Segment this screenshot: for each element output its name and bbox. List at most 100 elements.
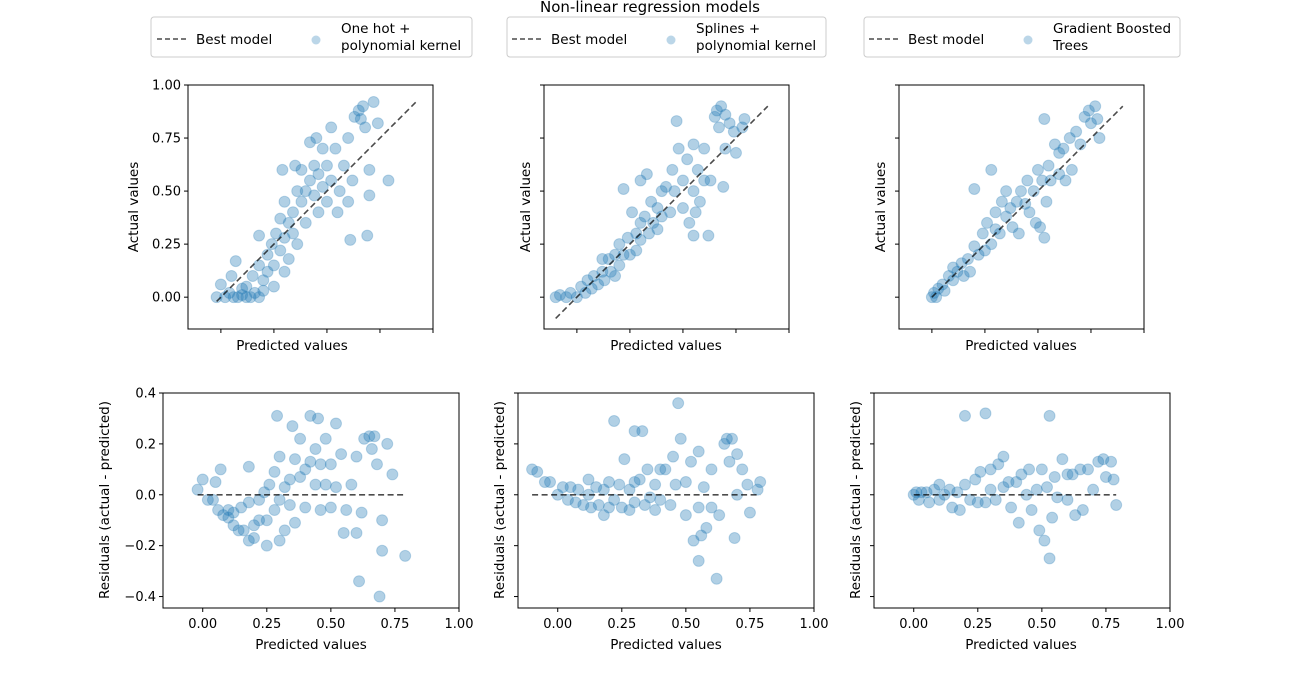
data-point xyxy=(335,448,348,461)
legend-frame xyxy=(150,16,473,58)
data-point xyxy=(964,265,977,278)
data-point xyxy=(705,501,718,514)
axes-frame xyxy=(162,392,460,609)
data-point xyxy=(314,458,327,471)
data-point xyxy=(1061,468,1074,481)
data-point xyxy=(676,202,689,215)
data-point xyxy=(1021,174,1034,187)
data-point xyxy=(704,174,717,187)
data-point xyxy=(691,163,704,176)
scatter-points xyxy=(925,100,1106,304)
data-point xyxy=(1033,524,1046,537)
data-point xyxy=(1110,498,1123,511)
data-point xyxy=(346,174,359,187)
data-point xyxy=(985,238,998,251)
data-point xyxy=(271,409,284,422)
data-point xyxy=(1074,463,1087,476)
data-point xyxy=(1069,509,1082,522)
data-point xyxy=(299,463,312,476)
data-point xyxy=(1056,453,1069,466)
data-point xyxy=(1074,138,1087,151)
bottom-2-ylabel: Residuals (actual - predicted) xyxy=(492,401,508,599)
data-point xyxy=(235,501,248,514)
data-point xyxy=(288,453,301,466)
data-point xyxy=(1010,476,1023,489)
data-point xyxy=(719,108,732,121)
data-point xyxy=(695,529,708,542)
data-point xyxy=(1048,138,1061,151)
data-point xyxy=(705,463,718,476)
data-point xyxy=(731,448,744,461)
x-tick-label: 1.00 xyxy=(445,617,474,632)
data-point xyxy=(294,470,307,483)
data-point xyxy=(225,269,238,282)
data-point xyxy=(654,493,667,506)
data-point xyxy=(617,182,630,195)
data-point xyxy=(1065,163,1078,176)
data-point xyxy=(681,153,694,166)
data-point xyxy=(319,478,332,491)
y-tick-label: 0.2 xyxy=(135,437,156,452)
data-point xyxy=(989,206,1002,219)
data-point xyxy=(1038,534,1051,547)
data-point xyxy=(399,549,412,562)
data-point xyxy=(679,509,692,522)
data-point xyxy=(278,195,291,208)
scatter-points xyxy=(907,407,1123,565)
data-point xyxy=(689,206,702,219)
data-point xyxy=(295,163,308,176)
data-point xyxy=(274,212,287,225)
legend-model-label-line1: Splines + xyxy=(696,21,760,37)
data-point xyxy=(577,498,590,511)
data-point xyxy=(564,286,577,299)
data-point xyxy=(609,269,622,282)
best-model-line xyxy=(931,105,1124,298)
x-tick-label: 1.00 xyxy=(1156,617,1185,632)
data-point xyxy=(278,481,291,494)
data-point xyxy=(946,501,959,514)
data-point xyxy=(618,453,631,466)
data-point xyxy=(1034,221,1047,234)
data-point xyxy=(227,519,240,532)
data-point xyxy=(236,289,249,302)
data-point xyxy=(754,476,767,489)
data-point xyxy=(240,280,253,293)
data-point xyxy=(751,483,764,496)
figure-title: Non-linear regression models xyxy=(540,0,760,16)
data-point xyxy=(667,450,680,463)
data-point xyxy=(325,121,338,134)
y-tick-label: 0.0 xyxy=(135,488,156,503)
data-point xyxy=(638,498,651,511)
legend-model-label-line1: One hot + xyxy=(341,21,411,37)
data-point xyxy=(961,252,974,265)
top-2-xlabel: Predicted values xyxy=(610,338,722,354)
data-point xyxy=(659,180,672,193)
data-point xyxy=(278,265,291,278)
y-tick-label: 0.50 xyxy=(152,185,181,200)
data-point xyxy=(350,526,363,539)
data-point xyxy=(319,432,332,445)
data-point xyxy=(371,117,384,130)
data-point xyxy=(669,478,682,491)
data-point xyxy=(928,286,940,299)
data-point xyxy=(310,132,323,145)
data-point xyxy=(308,189,321,202)
data-point xyxy=(687,138,700,151)
data-point xyxy=(361,229,374,242)
legend-best-model-label: Best model xyxy=(196,32,272,48)
data-point xyxy=(958,478,971,491)
bottom-1-ylabel: Residuals (actual - predicted) xyxy=(97,401,113,599)
data-point xyxy=(564,481,577,494)
data-point xyxy=(649,504,662,517)
x-tick-label: 1.00 xyxy=(800,617,829,632)
data-point xyxy=(670,115,683,128)
data-point xyxy=(316,142,329,155)
data-point xyxy=(743,506,756,519)
data-point xyxy=(214,463,227,476)
actual-vs-predicted-panel-3 xyxy=(895,84,1145,333)
data-point xyxy=(741,478,754,491)
data-point xyxy=(972,248,985,261)
x-tick-label: 0.00 xyxy=(543,617,572,632)
y-tick-label: 0.4 xyxy=(135,387,156,402)
data-point xyxy=(697,481,710,494)
